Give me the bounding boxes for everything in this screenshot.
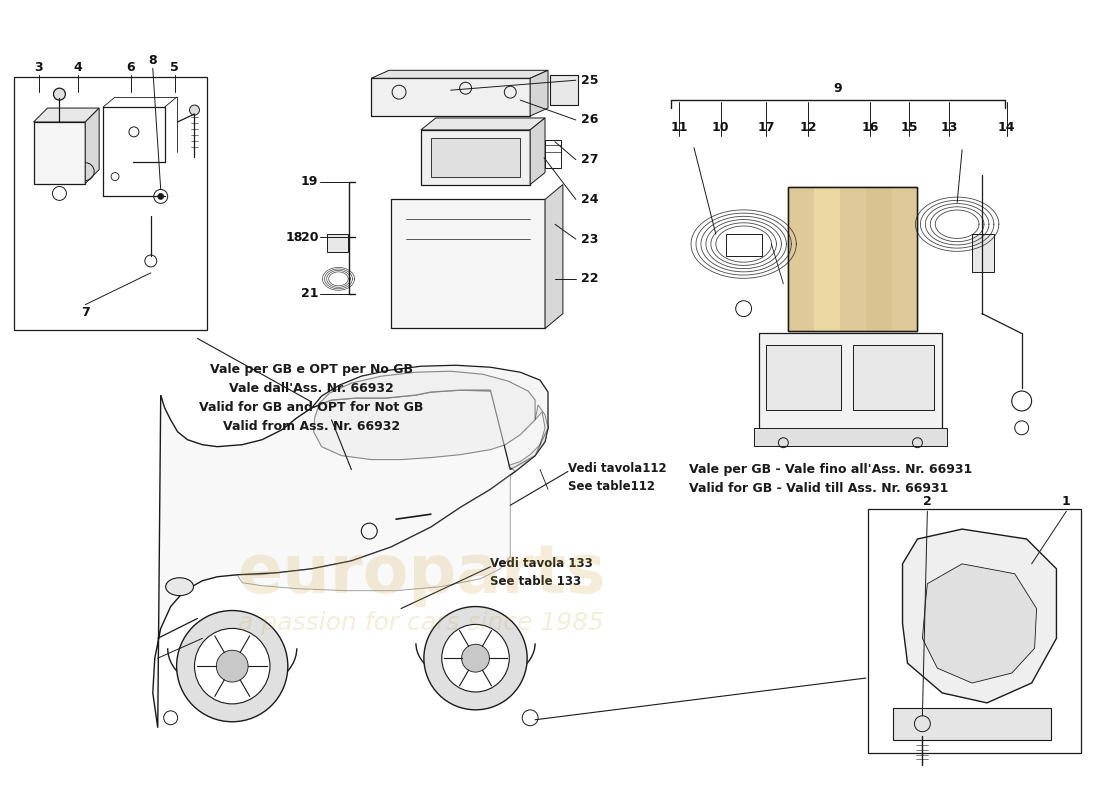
Text: 5: 5 [170, 61, 179, 74]
Text: 6: 6 [126, 61, 135, 74]
Text: 8: 8 [148, 54, 157, 67]
Bar [767, 346, 842, 410]
Polygon shape [544, 185, 563, 329]
Text: 27: 27 [581, 153, 598, 166]
Polygon shape [530, 118, 544, 185]
Polygon shape [153, 390, 548, 728]
Text: Vale per GB e OPT per No GB
Vale dall'Ass. Nr. 66932
Valid for GB and OPT for No: Vale per GB e OPT per No GB Vale dall'As… [199, 363, 424, 434]
Polygon shape [86, 108, 99, 183]
Bar [392, 199, 544, 329]
Circle shape [157, 194, 164, 199]
Bar [840, 187, 866, 331]
Circle shape [442, 625, 509, 692]
Circle shape [424, 606, 527, 710]
Bar [852, 346, 934, 410]
Text: 23: 23 [581, 233, 598, 246]
Text: 15: 15 [901, 122, 918, 134]
Circle shape [195, 629, 270, 704]
Bar [34, 122, 86, 183]
Text: 24: 24 [581, 193, 598, 206]
Polygon shape [923, 564, 1036, 683]
Bar [892, 187, 917, 331]
Text: 20: 20 [301, 230, 318, 244]
Text: 26: 26 [581, 114, 598, 126]
Bar [789, 187, 917, 331]
Text: 16: 16 [861, 122, 879, 134]
Bar [372, 78, 530, 116]
Bar [972, 234, 994, 272]
Polygon shape [902, 529, 1056, 703]
Circle shape [54, 88, 65, 100]
Polygon shape [508, 405, 548, 471]
Polygon shape [314, 371, 535, 459]
Bar [550, 75, 578, 105]
Text: 3: 3 [34, 61, 43, 74]
Bar [431, 138, 520, 177]
Text: 1: 1 [1062, 494, 1070, 508]
Text: 4: 4 [74, 61, 82, 74]
Bar [14, 78, 208, 330]
Circle shape [217, 650, 249, 682]
Bar [868, 510, 1081, 753]
Polygon shape [530, 70, 548, 116]
Bar [544, 140, 561, 168]
Bar [726, 234, 761, 256]
Circle shape [189, 105, 199, 115]
Bar [866, 187, 892, 331]
Text: 9: 9 [834, 82, 843, 94]
Text: 25: 25 [581, 74, 598, 86]
Text: 14: 14 [998, 122, 1015, 134]
Text: Vedi tavola 133
See table 133: Vedi tavola 133 See table 133 [491, 557, 593, 588]
Polygon shape [34, 108, 99, 122]
Text: 2: 2 [923, 494, 932, 508]
Bar [892, 708, 1052, 740]
Bar [759, 334, 943, 438]
Text: 10: 10 [712, 122, 729, 134]
Text: 11: 11 [670, 122, 688, 134]
Bar [421, 130, 530, 185]
Text: 7: 7 [81, 306, 89, 319]
Ellipse shape [166, 578, 194, 596]
Text: 13: 13 [940, 122, 958, 134]
Bar [789, 187, 917, 331]
Bar [814, 187, 840, 331]
Text: europarts: europarts [236, 541, 605, 606]
Text: Vedi tavola112
See table112: Vedi tavola112 See table112 [568, 462, 667, 493]
Bar [327, 234, 349, 252]
Text: 17: 17 [758, 122, 776, 134]
Text: 19: 19 [301, 175, 318, 188]
Circle shape [177, 610, 288, 722]
Polygon shape [311, 366, 548, 470]
Text: 22: 22 [581, 272, 598, 286]
Text: a passion for cars since 1985: a passion for cars since 1985 [238, 611, 604, 635]
Polygon shape [372, 70, 548, 78]
Text: 12: 12 [800, 122, 817, 134]
Polygon shape [238, 474, 510, 590]
Circle shape [462, 644, 490, 672]
Polygon shape [421, 118, 544, 130]
Bar [754, 428, 947, 446]
Text: Vale per GB - Vale fino all'Ass. Nr. 66931
Valid for GB - Valid till Ass. Nr. 66: Vale per GB - Vale fino all'Ass. Nr. 669… [689, 462, 972, 494]
Text: 21: 21 [301, 287, 318, 300]
Text: 18: 18 [285, 230, 303, 244]
Bar [789, 187, 814, 331]
